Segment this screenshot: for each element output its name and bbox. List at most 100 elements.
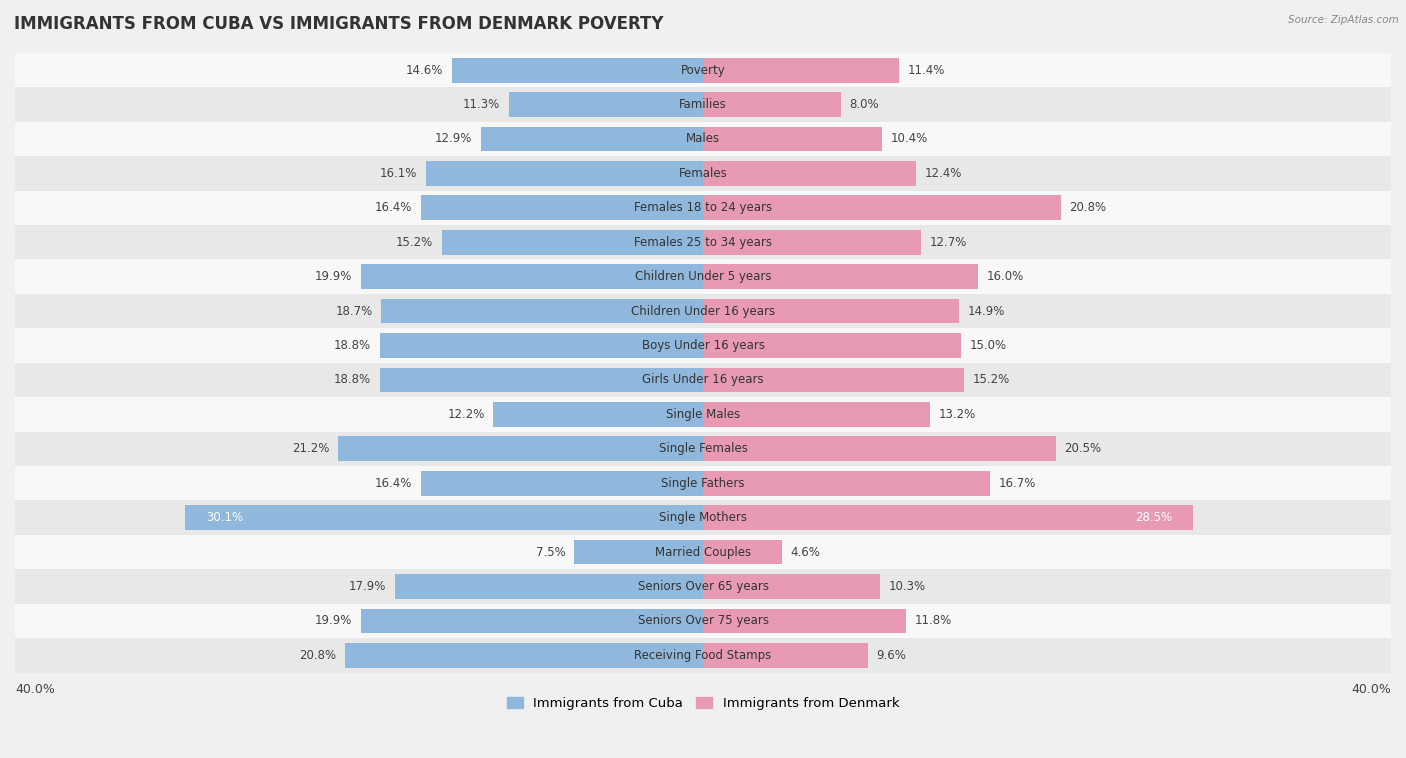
Bar: [15, 259, 1391, 294]
Text: 12.2%: 12.2%: [447, 408, 485, 421]
Text: Families: Families: [679, 98, 727, 111]
Text: 7.5%: 7.5%: [536, 546, 565, 559]
Bar: [15, 190, 1391, 225]
Text: Girls Under 16 years: Girls Under 16 years: [643, 374, 763, 387]
Text: 16.1%: 16.1%: [380, 167, 418, 180]
Text: 12.4%: 12.4%: [925, 167, 962, 180]
Text: 20.8%: 20.8%: [299, 649, 336, 662]
Text: 28.5%: 28.5%: [1136, 511, 1173, 525]
Text: Poverty: Poverty: [681, 64, 725, 77]
Text: Single Females: Single Females: [658, 443, 748, 456]
Bar: [703, 402, 929, 427]
Bar: [380, 368, 703, 393]
Text: Receiving Food Stamps: Receiving Food Stamps: [634, 649, 772, 662]
Text: IMMIGRANTS FROM CUBA VS IMMIGRANTS FROM DENMARK POVERTY: IMMIGRANTS FROM CUBA VS IMMIGRANTS FROM …: [14, 15, 664, 33]
Bar: [703, 540, 782, 565]
Bar: [703, 437, 1056, 461]
Text: 40.0%: 40.0%: [15, 683, 55, 696]
Bar: [15, 569, 1391, 603]
Text: 15.2%: 15.2%: [973, 374, 1011, 387]
Bar: [703, 127, 882, 152]
Text: Seniors Over 75 years: Seniors Over 75 years: [637, 615, 769, 628]
Bar: [15, 156, 1391, 190]
Text: Females 18 to 24 years: Females 18 to 24 years: [634, 202, 772, 215]
Text: 14.6%: 14.6%: [406, 64, 443, 77]
Bar: [420, 196, 703, 221]
Text: 18.7%: 18.7%: [336, 305, 373, 318]
Text: Females: Females: [679, 167, 727, 180]
Text: 19.9%: 19.9%: [315, 615, 352, 628]
Bar: [703, 230, 921, 255]
Text: 10.4%: 10.4%: [890, 133, 928, 146]
Text: 10.3%: 10.3%: [889, 580, 927, 593]
Text: 40.0%: 40.0%: [1351, 683, 1391, 696]
Bar: [15, 603, 1391, 638]
Bar: [703, 196, 1060, 221]
Bar: [15, 122, 1391, 156]
Text: Children Under 5 years: Children Under 5 years: [634, 270, 772, 283]
Text: 8.0%: 8.0%: [849, 98, 879, 111]
Text: Children Under 16 years: Children Under 16 years: [631, 305, 775, 318]
Text: 16.7%: 16.7%: [998, 477, 1036, 490]
Bar: [703, 368, 965, 393]
Bar: [481, 127, 703, 152]
Bar: [186, 506, 703, 530]
Text: Married Couples: Married Couples: [655, 546, 751, 559]
Bar: [420, 471, 703, 496]
Bar: [346, 643, 703, 668]
Text: 16.4%: 16.4%: [375, 477, 412, 490]
Bar: [15, 466, 1391, 500]
Bar: [703, 92, 841, 117]
Bar: [15, 87, 1391, 122]
Bar: [703, 161, 917, 186]
Text: 15.2%: 15.2%: [395, 236, 433, 249]
Bar: [703, 609, 905, 634]
Bar: [15, 431, 1391, 466]
Bar: [15, 397, 1391, 431]
Bar: [395, 574, 703, 599]
Bar: [15, 535, 1391, 569]
Bar: [703, 58, 898, 83]
Text: Seniors Over 65 years: Seniors Over 65 years: [637, 580, 769, 593]
Text: 20.5%: 20.5%: [1064, 443, 1101, 456]
Text: 16.4%: 16.4%: [375, 202, 412, 215]
Bar: [509, 92, 703, 117]
Bar: [703, 643, 868, 668]
Text: Single Males: Single Males: [666, 408, 740, 421]
Bar: [361, 609, 703, 634]
Text: 4.6%: 4.6%: [790, 546, 821, 559]
Bar: [426, 161, 703, 186]
Bar: [15, 53, 1391, 87]
Text: Females 25 to 34 years: Females 25 to 34 years: [634, 236, 772, 249]
Bar: [15, 500, 1391, 535]
Text: 17.9%: 17.9%: [349, 580, 387, 593]
Text: 18.8%: 18.8%: [333, 374, 371, 387]
Text: 21.2%: 21.2%: [292, 443, 330, 456]
Bar: [703, 471, 990, 496]
Bar: [15, 638, 1391, 672]
Bar: [15, 225, 1391, 259]
Text: Single Mothers: Single Mothers: [659, 511, 747, 525]
Text: 18.8%: 18.8%: [333, 339, 371, 352]
Text: 20.8%: 20.8%: [1070, 202, 1107, 215]
Bar: [703, 299, 959, 324]
Text: 13.2%: 13.2%: [939, 408, 976, 421]
Text: Single Fathers: Single Fathers: [661, 477, 745, 490]
Text: 11.8%: 11.8%: [914, 615, 952, 628]
Bar: [339, 437, 703, 461]
Text: Boys Under 16 years: Boys Under 16 years: [641, 339, 765, 352]
Bar: [380, 333, 703, 358]
Text: 11.4%: 11.4%: [908, 64, 945, 77]
Bar: [703, 333, 960, 358]
Text: 12.7%: 12.7%: [929, 236, 967, 249]
Bar: [451, 58, 703, 83]
Text: Males: Males: [686, 133, 720, 146]
Bar: [381, 299, 703, 324]
Bar: [703, 574, 880, 599]
Bar: [15, 363, 1391, 397]
Legend: Immigrants from Cuba, Immigrants from Denmark: Immigrants from Cuba, Immigrants from De…: [502, 692, 904, 716]
Text: 30.1%: 30.1%: [205, 511, 243, 525]
Text: 16.0%: 16.0%: [987, 270, 1024, 283]
Bar: [574, 540, 703, 565]
Text: 15.0%: 15.0%: [970, 339, 1007, 352]
